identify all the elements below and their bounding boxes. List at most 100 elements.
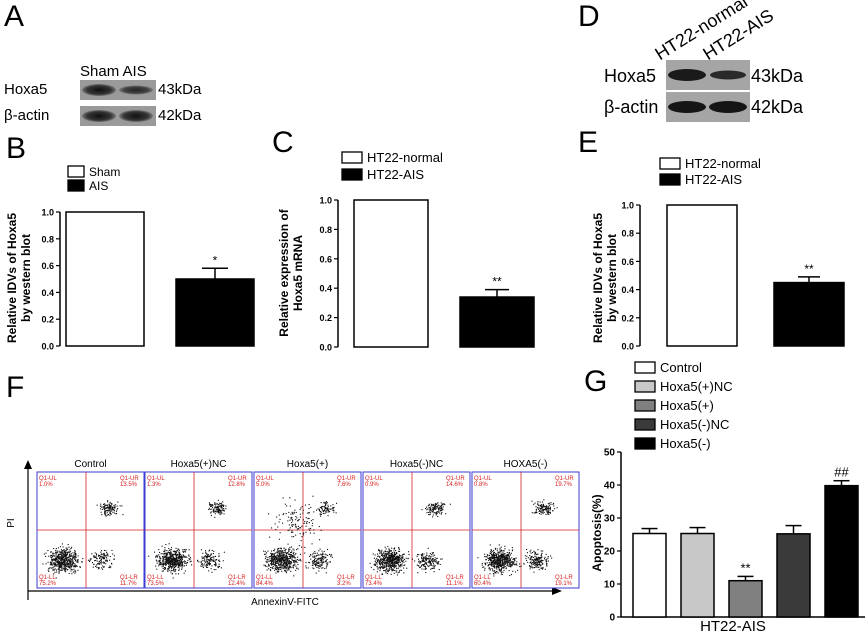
flow-dot bbox=[515, 563, 517, 565]
flow-dot bbox=[318, 558, 320, 560]
flow-dot bbox=[288, 516, 290, 518]
flow-dot bbox=[213, 511, 215, 513]
flow-dot bbox=[70, 566, 72, 568]
flow-dot bbox=[208, 559, 210, 561]
flow-dot bbox=[66, 561, 68, 563]
flow-dot bbox=[514, 557, 516, 559]
flow-dot bbox=[50, 563, 52, 565]
flow-dot bbox=[66, 547, 68, 549]
flow-dot bbox=[109, 505, 111, 507]
flow-dot bbox=[434, 507, 436, 509]
flow-dot bbox=[219, 560, 221, 562]
C-legend-label-0: HT22-normal bbox=[367, 150, 443, 165]
flow-dot bbox=[283, 567, 285, 569]
flow-dot bbox=[63, 566, 65, 568]
flow-dot bbox=[534, 563, 536, 565]
flow-dot bbox=[276, 558, 278, 560]
flow-dot bbox=[435, 513, 437, 515]
flow-dot bbox=[175, 562, 177, 564]
flow-dot bbox=[280, 560, 282, 562]
flow-dot bbox=[390, 557, 392, 559]
flow-dot bbox=[287, 530, 289, 532]
flow-dot bbox=[417, 554, 419, 556]
flow-dot bbox=[79, 566, 81, 568]
flow-dot bbox=[113, 509, 115, 511]
flow-dot bbox=[176, 559, 178, 561]
flow-dot bbox=[496, 553, 498, 555]
flow-dot bbox=[549, 511, 551, 513]
flow-dot bbox=[183, 549, 185, 551]
flow-dot bbox=[433, 508, 435, 510]
flow-dot bbox=[502, 556, 504, 558]
flow-dot bbox=[433, 564, 435, 566]
flow-dot bbox=[57, 554, 59, 556]
flow-dot bbox=[513, 563, 515, 565]
flow-dot bbox=[282, 497, 284, 499]
flow-dot bbox=[164, 558, 166, 560]
flow-dot bbox=[323, 513, 325, 515]
flow-dot bbox=[160, 558, 162, 560]
flow-dot bbox=[277, 566, 279, 568]
flow-dot bbox=[160, 553, 162, 555]
flow-dot bbox=[396, 557, 398, 559]
E-tick-label: 1.0 bbox=[621, 201, 634, 211]
flow-dot bbox=[91, 562, 93, 564]
flow-dot bbox=[168, 564, 170, 566]
flow-dot bbox=[319, 539, 321, 541]
flow-dot bbox=[200, 549, 202, 551]
C-legend-label-1: HT22-AIS bbox=[367, 167, 424, 182]
flow-dot bbox=[89, 559, 91, 561]
flow-dot bbox=[533, 567, 535, 569]
flow-dot bbox=[289, 546, 291, 548]
flow-dot bbox=[430, 564, 432, 566]
flow-dot bbox=[100, 553, 102, 555]
flow-dot bbox=[399, 561, 401, 563]
flow-dot bbox=[510, 564, 512, 566]
flow-dot bbox=[291, 550, 293, 552]
flow-dot bbox=[388, 557, 390, 559]
flow-dot bbox=[391, 555, 393, 557]
flow-dot bbox=[61, 559, 63, 561]
flow-dot bbox=[379, 551, 381, 553]
flow-dot bbox=[54, 568, 56, 570]
flow-dot bbox=[72, 558, 74, 560]
flow-dot bbox=[380, 558, 382, 560]
flow-dot bbox=[312, 563, 314, 565]
flow-dot bbox=[283, 560, 285, 562]
flow-dot bbox=[212, 505, 214, 507]
flow-dot bbox=[485, 559, 487, 561]
flow-dot bbox=[77, 560, 79, 562]
flow-dot bbox=[379, 562, 381, 564]
flow-dot bbox=[419, 561, 421, 563]
flow-dot bbox=[508, 560, 510, 562]
flow-dot bbox=[156, 562, 158, 564]
flow-dot bbox=[176, 554, 178, 556]
flow-dot bbox=[388, 555, 390, 557]
flow-dot bbox=[494, 551, 496, 553]
flow-dot bbox=[517, 569, 519, 571]
flow-dot bbox=[166, 563, 168, 565]
flow-dot bbox=[70, 564, 72, 566]
flow-dot bbox=[58, 553, 60, 555]
flow-dot bbox=[205, 551, 207, 553]
flow-dot bbox=[270, 560, 272, 562]
flow-dot bbox=[419, 566, 421, 568]
flow-dot bbox=[433, 512, 435, 514]
flow-dot bbox=[168, 559, 170, 561]
flow-dot bbox=[500, 565, 502, 567]
flow-dot bbox=[182, 556, 184, 558]
B-y-axis-label: Relative IDVs of Hoxa5 bbox=[5, 213, 19, 343]
flow-dot bbox=[68, 566, 70, 568]
flow-dot bbox=[379, 556, 381, 558]
flow-dot bbox=[181, 560, 183, 562]
flow-dot bbox=[382, 565, 384, 567]
flow-dot bbox=[45, 552, 47, 554]
flow-q-ur-name-1: Q1-UR bbox=[228, 476, 247, 482]
flow-dot bbox=[398, 558, 400, 560]
flow-dot bbox=[493, 567, 495, 569]
flow-dot bbox=[173, 567, 175, 569]
flow-dot bbox=[279, 518, 281, 520]
flow-dot bbox=[209, 563, 211, 565]
flow-dot bbox=[311, 561, 313, 563]
flow-dot bbox=[52, 553, 54, 555]
